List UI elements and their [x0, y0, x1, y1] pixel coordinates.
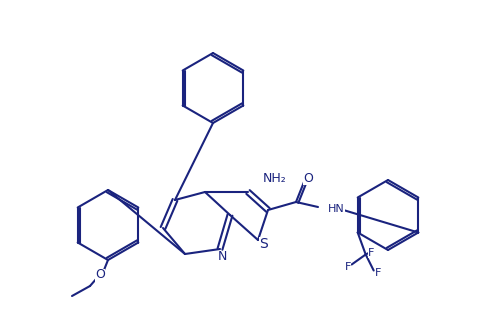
- Text: F: F: [344, 261, 350, 272]
- Text: F: F: [367, 248, 373, 258]
- Text: F: F: [374, 268, 380, 277]
- Text: O: O: [95, 269, 105, 282]
- Text: HN: HN: [327, 204, 344, 214]
- Text: NH₂: NH₂: [263, 171, 286, 184]
- Text: O: O: [303, 171, 312, 184]
- Text: N: N: [217, 250, 226, 263]
- Text: S: S: [258, 237, 267, 251]
